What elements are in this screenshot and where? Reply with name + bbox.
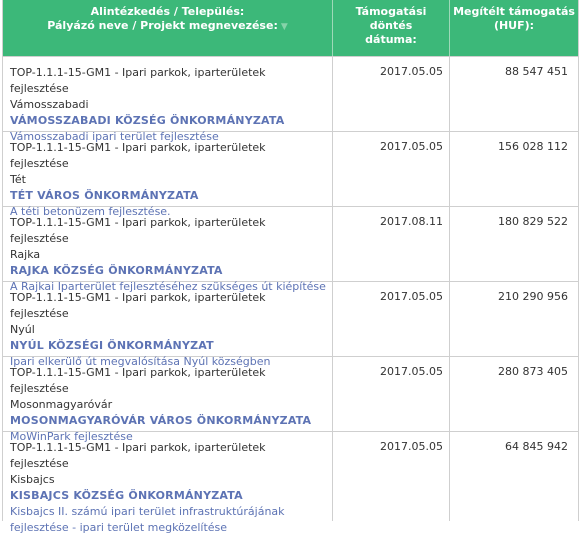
header-applicant-line1: Alintézkedés / Település: — [90, 5, 245, 18]
header-applicant[interactable]: Alintézkedés / Település: Pályázó neve /… — [3, 0, 333, 56]
awarded-amount: 180 829 522 — [498, 215, 568, 228]
applicant-name-link[interactable]: KISBAJCS KÖZSÉG ÖNKORMÁNYZATA — [10, 489, 243, 502]
table-row: TOP-1.1.1-15-GM1 - Ipari parkok, iparter… — [3, 206, 578, 293]
applicant-cell: TOP-1.1.1-15-GM1 - Ipari parkok, iparter… — [3, 357, 333, 443]
awarded-amount: 280 873 405 — [498, 365, 568, 378]
applicant-cell: TOP-1.1.1-15-GM1 - Ipari parkok, iparter… — [3, 132, 333, 218]
table-row: TOP-1.1.1-15-GM1 - Ipari parkok, iparter… — [3, 56, 578, 143]
applicant-name-link[interactable]: MOSONMAGYARÓVÁR VÁROS ÖNKORMÁNYZATA — [10, 414, 312, 427]
decision-date: 2017.05.05 — [333, 282, 450, 356]
settlement: Kisbajcs — [10, 473, 55, 486]
measure-code: TOP-1.1.1-15-GM1 - Ipari parkok, iparter… — [10, 141, 266, 170]
decision-date: 2017.05.05 — [333, 357, 450, 431]
applicant-cell: TOP-1.1.1-15-GM1 - Ipari parkok, iparter… — [3, 57, 333, 143]
awarded-amount: 210 290 956 — [498, 290, 568, 303]
header-amount-line2: (HUF): — [493, 19, 535, 32]
applicant-name-link[interactable]: RAJKA KÖZSÉG ÖNKORMÁNYZATA — [10, 264, 223, 277]
measure-code: TOP-1.1.1-15-GM1 - Ipari parkok, iparter… — [10, 66, 266, 95]
project-name-link[interactable]: A téti betonüzem fejlesztése. — [10, 205, 171, 218]
decision-date: 2017.05.05 — [333, 57, 450, 131]
decision-date: 2017.05.05 — [333, 132, 450, 206]
decision-date: 2017.05.05 — [333, 432, 450, 521]
project-name-link[interactable]: A Rajkai Iparterület fejlesztéséhez szük… — [10, 280, 326, 293]
project-name-link[interactable]: Ipari elkerülő út megvalósítása Nyúl köz… — [10, 355, 271, 368]
applicant-cell: TOP-1.1.1-15-GM1 - Ipari parkok, iparter… — [3, 207, 333, 293]
table-row: TOP-1.1.1-15-GM1 - Ipari parkok, iparter… — [3, 281, 578, 368]
header-date-line1: Támogatási döntés — [355, 5, 427, 32]
table-header: Alintézkedés / Település: Pályázó neve /… — [3, 0, 578, 56]
measure-code: TOP-1.1.1-15-GM1 - Ipari parkok, iparter… — [10, 366, 266, 395]
applicant-name-link[interactable]: VÁMOSSZABADI KÖZSÉG ÖNKORMÁNYZATA — [10, 114, 285, 127]
table-row: TOP-1.1.1-15-GM1 - Ipari parkok, iparter… — [3, 356, 578, 443]
project-name-link[interactable]: Vámosszabadi ipari terület fejlesztése — [10, 130, 219, 143]
awarded-amount: 64 845 942 — [505, 440, 568, 453]
header-amount[interactable]: Megítélt támogatás (HUF): — [450, 0, 578, 56]
applicant-name-link[interactable]: TÉT VÁROS ÖNKORMÁNYZATA — [10, 189, 199, 202]
project-name-link[interactable]: MoWinPark fejlesztése — [10, 430, 133, 443]
project-name-link[interactable]: Kisbajcs II. számú ipari terület infrast… — [10, 505, 285, 534]
table-row: TOP-1.1.1-15-GM1 - Ipari parkok, iparter… — [3, 431, 578, 534]
sort-arrow-icon[interactable]: ▼ — [280, 22, 288, 32]
decision-date: 2017.08.11 — [333, 207, 450, 281]
header-decision-date[interactable]: Támogatási döntés dátuma: — [333, 0, 450, 56]
settlement: Mosonmagyaróvár — [10, 398, 113, 411]
table-row: TOP-1.1.1-15-GM1 - Ipari parkok, iparter… — [3, 131, 578, 218]
measure-code: TOP-1.1.1-15-GM1 - Ipari parkok, iparter… — [10, 291, 266, 320]
measure-code: TOP-1.1.1-15-GM1 - Ipari parkok, iparter… — [10, 441, 266, 470]
applicant-name-link[interactable]: NYÚL KÖZSÉGI ÖNKORMÁNYZAT — [10, 339, 214, 352]
settlement: Vámosszabadi — [10, 98, 89, 111]
applicant-cell: TOP-1.1.1-15-GM1 - Ipari parkok, iparter… — [3, 432, 333, 534]
header-applicant-line2: Pályázó neve / Projekt megnevezése: — [47, 19, 278, 32]
awarded-amount: 156 028 112 — [498, 140, 568, 153]
settlement: Tét — [10, 173, 26, 186]
awarded-amount: 88 547 451 — [505, 65, 568, 78]
header-date-line2: dátuma: — [365, 33, 417, 46]
measure-code: TOP-1.1.1-15-GM1 - Ipari parkok, iparter… — [10, 216, 266, 245]
settlement: Nyúl — [10, 323, 35, 336]
settlement: Rajka — [10, 248, 41, 261]
applicant-cell: TOP-1.1.1-15-GM1 - Ipari parkok, iparter… — [3, 282, 333, 368]
header-amount-line1: Megítélt támogatás — [453, 5, 575, 18]
